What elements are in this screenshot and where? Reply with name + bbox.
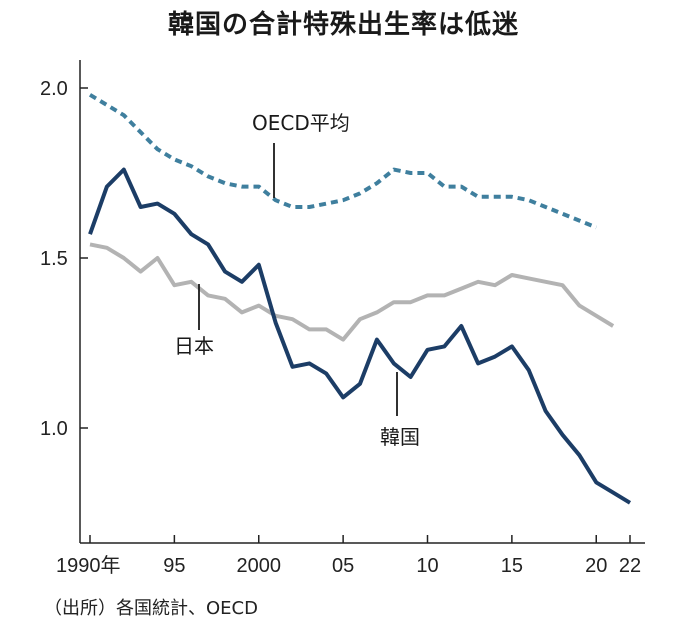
axes: 2.0 1.5 1.0 1990年 95 2000 05 10 15 20 22	[40, 60, 645, 577]
x-tick-label: 05	[332, 555, 354, 577]
chart-title: 韓国の合計特殊出生率は低迷	[167, 10, 519, 40]
series-line-korea	[88, 167, 632, 505]
x-tick-label: 1990年	[56, 554, 121, 577]
x-tick-label: 95	[163, 555, 185, 577]
y-tick-label: 1.5	[40, 248, 68, 270]
y-tick-label: 1.0	[40, 418, 68, 440]
series-lines	[88, 93, 632, 505]
x-tick-label: 10	[416, 555, 438, 577]
series-label-korea: 韓国	[380, 425, 420, 449]
series-line-oecd	[88, 93, 598, 230]
series-line-japan	[89, 242, 615, 342]
x-tick-label: 15	[501, 555, 523, 577]
x-tick-label: 22	[619, 555, 641, 577]
x-tick-label: 2000	[237, 555, 282, 577]
series-label-japan: 日本	[174, 334, 214, 358]
source-note: （出所）各国統計、OECD	[44, 598, 258, 619]
y-tick-label: 2.0	[40, 78, 68, 100]
x-tick-label: 20	[585, 555, 607, 577]
series-label-oecd: OECD平均	[252, 111, 350, 135]
